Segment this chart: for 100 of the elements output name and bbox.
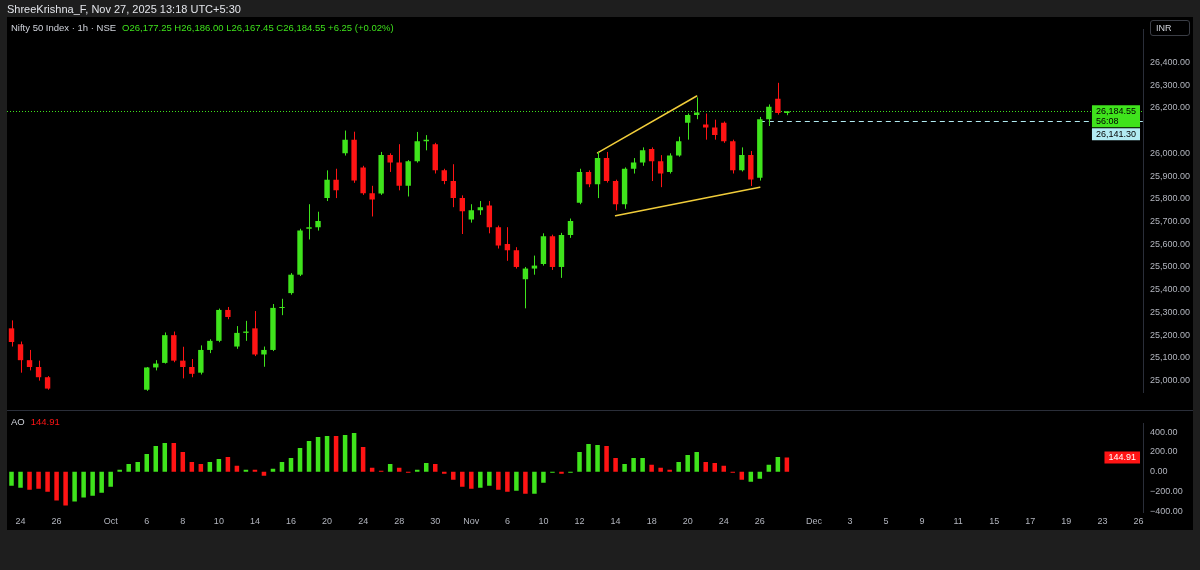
y-tick-label: 25,200.00 bbox=[1150, 329, 1191, 340]
candlestick bbox=[531, 255, 538, 276]
y-tick-label: 25,100.00 bbox=[1150, 352, 1191, 363]
candlestick bbox=[8, 319, 15, 348]
bar bbox=[784, 457, 790, 472]
bar bbox=[640, 457, 645, 472]
candlestick bbox=[333, 168, 339, 199]
bar bbox=[595, 445, 600, 472]
bar bbox=[658, 467, 663, 472]
x-tick-label: 8 bbox=[180, 515, 186, 526]
x-tick-label: 26 bbox=[754, 515, 765, 526]
x-tick-label: 16 bbox=[285, 515, 297, 526]
chart-subtitle: 144.91 bbox=[30, 416, 60, 427]
y-tick-label: 25,500.00 bbox=[1150, 261, 1191, 272]
candlestick bbox=[504, 226, 511, 262]
bar bbox=[478, 471, 483, 488]
bar bbox=[108, 471, 113, 487]
bar bbox=[225, 456, 231, 472]
bar bbox=[586, 444, 591, 472]
candlestick bbox=[513, 246, 520, 270]
bar bbox=[622, 463, 627, 472]
candlestick bbox=[324, 169, 330, 202]
y-tick-label: −400.00 bbox=[1150, 505, 1183, 516]
y-tick-label: 26,200.00 bbox=[1150, 102, 1191, 113]
bar bbox=[144, 453, 149, 472]
bar bbox=[351, 433, 357, 472]
x-tick-label: 28 bbox=[394, 515, 405, 526]
candlestick bbox=[387, 152, 393, 173]
candlestick bbox=[369, 185, 375, 217]
y-tick-label: 25,000.00 bbox=[1150, 375, 1191, 386]
y-tick-label: 26,400.00 bbox=[1150, 56, 1191, 67]
x-tick-label: 20 bbox=[322, 515, 333, 526]
x-tick-label: 9 bbox=[919, 515, 925, 526]
bar bbox=[676, 461, 681, 472]
candlestick bbox=[198, 344, 204, 375]
candlestick bbox=[712, 119, 718, 141]
x-tick-label: 26 bbox=[51, 515, 62, 526]
y-axis-title: INR bbox=[1150, 20, 1190, 36]
bar bbox=[469, 471, 474, 489]
bar bbox=[342, 435, 348, 472]
candlestick bbox=[603, 151, 610, 184]
bar bbox=[703, 461, 708, 472]
bar bbox=[135, 461, 140, 472]
x-tick-label: 26 bbox=[1133, 515, 1144, 526]
chart-title: Nifty 50 Index · 1h · NSE bbox=[11, 22, 117, 33]
x-tick-label: 23 bbox=[1097, 515, 1108, 526]
candlestick bbox=[414, 131, 420, 164]
bar bbox=[18, 471, 23, 488]
y-tick-label: 200.00 bbox=[1150, 446, 1178, 457]
bar bbox=[541, 471, 546, 483]
x-tick-label: 19 bbox=[1061, 515, 1072, 526]
candlestick bbox=[17, 341, 24, 374]
x-tick-label: 30 bbox=[430, 515, 441, 526]
x-tick-label: 10 bbox=[213, 515, 224, 526]
candlestick bbox=[189, 358, 195, 378]
y-tick-label: 25,700.00 bbox=[1150, 215, 1191, 226]
x-tick-label: Nov bbox=[463, 515, 480, 526]
bar bbox=[9, 471, 14, 486]
bar bbox=[532, 471, 537, 494]
bar bbox=[153, 446, 159, 472]
x-tick-label: 11 bbox=[953, 515, 963, 526]
y-tick-label: 26,300.00 bbox=[1150, 79, 1191, 90]
y-tick-label: 25,900.00 bbox=[1150, 170, 1191, 181]
bar bbox=[297, 448, 303, 472]
x-tick-label: 6 bbox=[144, 515, 150, 526]
bar bbox=[126, 463, 131, 472]
candlestick bbox=[396, 143, 402, 191]
bar bbox=[72, 471, 77, 502]
bar bbox=[180, 451, 186, 472]
candlestick bbox=[450, 163, 456, 208]
x-tick-label: 5 bbox=[883, 515, 889, 526]
candlestick bbox=[288, 272, 294, 296]
x-tick-label: Oct bbox=[103, 515, 119, 526]
text: ShreeKrishna_F, Nov 27, 2025 13:18 UTC+5:30 bbox=[7, 3, 241, 15]
candlestick bbox=[315, 211, 321, 232]
bar bbox=[775, 456, 781, 472]
bar bbox=[757, 471, 763, 479]
bar bbox=[631, 457, 636, 472]
candlestick bbox=[684, 113, 691, 141]
ref-line-label: 26,141.30 bbox=[1095, 128, 1137, 139]
candlestick bbox=[180, 346, 186, 379]
candlestick bbox=[775, 82, 781, 116]
candlestick bbox=[261, 346, 267, 368]
candlestick bbox=[739, 146, 745, 172]
candlestick bbox=[459, 194, 466, 235]
bar bbox=[487, 471, 492, 486]
x-tick-label: 20 bbox=[682, 515, 693, 526]
bar bbox=[63, 471, 68, 506]
bar bbox=[505, 471, 510, 492]
candlestick bbox=[234, 325, 240, 350]
candlestick bbox=[342, 130, 348, 157]
candlestick bbox=[35, 360, 42, 382]
bar bbox=[613, 457, 618, 472]
bar bbox=[460, 471, 465, 487]
bar bbox=[99, 471, 104, 493]
bar bbox=[451, 471, 456, 480]
candlestick bbox=[468, 203, 475, 224]
y-tick-label: 0.00 bbox=[1150, 466, 1168, 477]
y-tick-label: 400.00 bbox=[1150, 426, 1178, 437]
bar bbox=[649, 464, 654, 472]
